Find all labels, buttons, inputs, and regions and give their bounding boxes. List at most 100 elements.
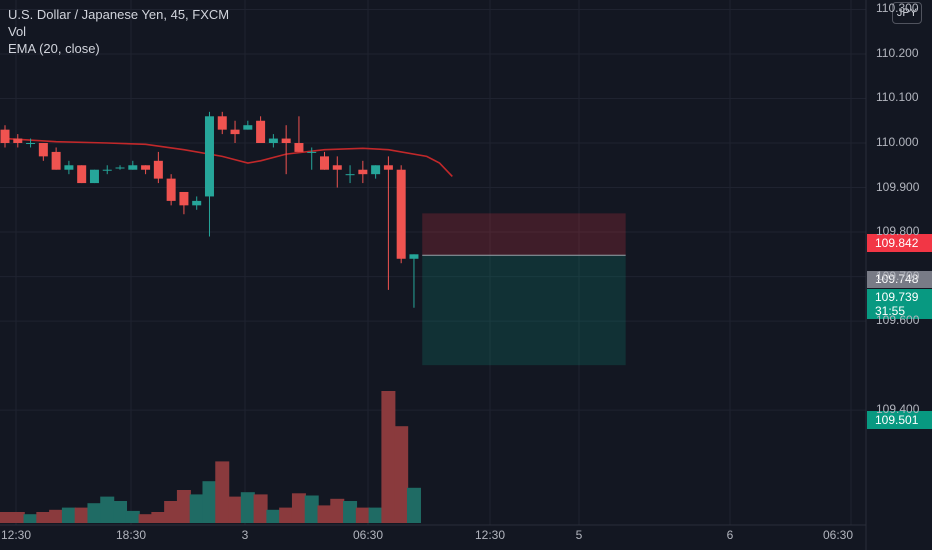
candle-body bbox=[307, 151, 317, 153]
candle-body bbox=[77, 165, 87, 184]
volume-bar bbox=[87, 503, 102, 523]
volume-bar bbox=[61, 507, 76, 523]
x-tick-label: 5 bbox=[575, 528, 583, 542]
candle-body bbox=[89, 169, 99, 184]
candle-body bbox=[383, 165, 393, 170]
volume-bar bbox=[113, 501, 128, 523]
stop-loss-zone bbox=[422, 213, 626, 256]
candle-body bbox=[217, 116, 227, 130]
volume-bar bbox=[304, 495, 319, 523]
candle-body bbox=[115, 167, 125, 169]
volume-bar bbox=[368, 507, 383, 523]
candle-body bbox=[141, 165, 151, 170]
volume-bar bbox=[176, 490, 191, 523]
legend-vol: Vol bbox=[8, 24, 27, 39]
y-tick-label: 110.100 bbox=[876, 90, 919, 105]
current-price-label: 109.739 bbox=[875, 290, 919, 304]
candle-body bbox=[128, 165, 138, 170]
current-price-tag: 109.739 31:55 bbox=[867, 289, 932, 319]
volume-bar bbox=[202, 481, 217, 523]
volume-bar bbox=[215, 461, 230, 523]
x-tick-label: 12:30 bbox=[474, 528, 506, 542]
y-tick-label: 110.300 bbox=[876, 1, 919, 16]
candle-body bbox=[332, 165, 342, 170]
last-close-label: 109.748 bbox=[875, 272, 919, 286]
y-tick-label: 109.600 bbox=[876, 313, 920, 328]
y-tick-label: 109.900 bbox=[876, 179, 920, 194]
candle-body bbox=[294, 143, 304, 152]
last-close-price-tag: 109.748 bbox=[867, 271, 932, 288]
volume-bar bbox=[291, 493, 306, 523]
volume-bar bbox=[151, 512, 166, 523]
candle-body bbox=[26, 143, 36, 145]
volume-bar bbox=[164, 501, 179, 523]
y-tick-label: 109.700 bbox=[876, 268, 920, 283]
volume-bar bbox=[406, 487, 421, 523]
volume-bar bbox=[138, 514, 153, 523]
candle-body bbox=[64, 165, 74, 170]
x-tick-label: 06:30 bbox=[822, 528, 854, 542]
bar-countdown-label: 31:55 bbox=[875, 304, 906, 318]
volume-bar bbox=[74, 507, 89, 523]
y-tick-label: 110.000 bbox=[876, 135, 919, 149]
x-tick-label: 3 bbox=[241, 528, 249, 542]
volume-bar bbox=[343, 501, 358, 523]
volume-bar bbox=[240, 492, 255, 523]
volume-bar bbox=[355, 507, 370, 523]
volume-bar bbox=[266, 509, 281, 523]
volume-bar bbox=[394, 426, 409, 523]
candle-body bbox=[38, 143, 48, 157]
y-tick-label: 109.400 bbox=[876, 402, 920, 417]
candle-body bbox=[268, 138, 278, 144]
volume-bar bbox=[317, 505, 332, 523]
currency-button[interactable]: JPY bbox=[892, 2, 922, 24]
candle-body bbox=[179, 191, 189, 206]
volume-bar bbox=[36, 512, 51, 523]
stop-price-label: 109.842 bbox=[875, 236, 919, 250]
candle-body bbox=[320, 156, 329, 170]
candle-body bbox=[204, 116, 214, 197]
y-tick-label: 110.200 bbox=[876, 45, 919, 60]
take-profit-zone bbox=[422, 255, 626, 366]
volume-bar bbox=[0, 512, 12, 523]
candle-body bbox=[396, 169, 406, 259]
candle-body bbox=[153, 160, 163, 179]
volume-bar bbox=[10, 512, 25, 523]
volume-bar bbox=[49, 509, 64, 523]
volume-bar bbox=[381, 391, 396, 523]
legend-symbol: U.S. Dollar / Japanese Yen, 45, FXCM bbox=[8, 7, 230, 22]
candle-body bbox=[230, 129, 240, 135]
volume-bar bbox=[125, 510, 140, 523]
ema-line bbox=[4, 137, 453, 177]
candle-body bbox=[102, 169, 112, 171]
candle-body bbox=[51, 151, 61, 170]
x-tick-label: 12:30 bbox=[0, 528, 32, 542]
x-tick-label: 6 bbox=[726, 528, 734, 542]
candle-body bbox=[13, 138, 23, 144]
volume-bar bbox=[253, 494, 268, 523]
target-price-label: 109.501 bbox=[875, 413, 919, 427]
volume-bar bbox=[330, 498, 345, 523]
volume-bar bbox=[279, 507, 294, 523]
target-price-tag: 109.501 bbox=[867, 411, 932, 429]
candle-body bbox=[345, 174, 355, 176]
volume-bar bbox=[228, 496, 243, 523]
y-tick-label: 109.800 bbox=[876, 224, 920, 239]
candle-body bbox=[409, 254, 419, 259]
x-tick-label: 18:30 bbox=[115, 528, 147, 542]
candle-body bbox=[371, 165, 381, 175]
volume-bar bbox=[189, 494, 204, 523]
candle-body bbox=[281, 138, 291, 144]
candle-body bbox=[358, 169, 368, 175]
stop-price-tag: 109.842 bbox=[867, 234, 932, 252]
candle-body bbox=[256, 120, 266, 144]
legend-ema: EMA (20, close) bbox=[8, 41, 100, 56]
candle-body bbox=[0, 129, 10, 144]
candle-body bbox=[166, 178, 176, 201]
volume-bar bbox=[100, 496, 115, 523]
chart-legend: U.S. Dollar / Japanese Yen, 45, FXCM Vol… bbox=[8, 6, 229, 57]
x-tick-label: 06:30 bbox=[352, 528, 384, 542]
candle-body bbox=[192, 200, 202, 206]
